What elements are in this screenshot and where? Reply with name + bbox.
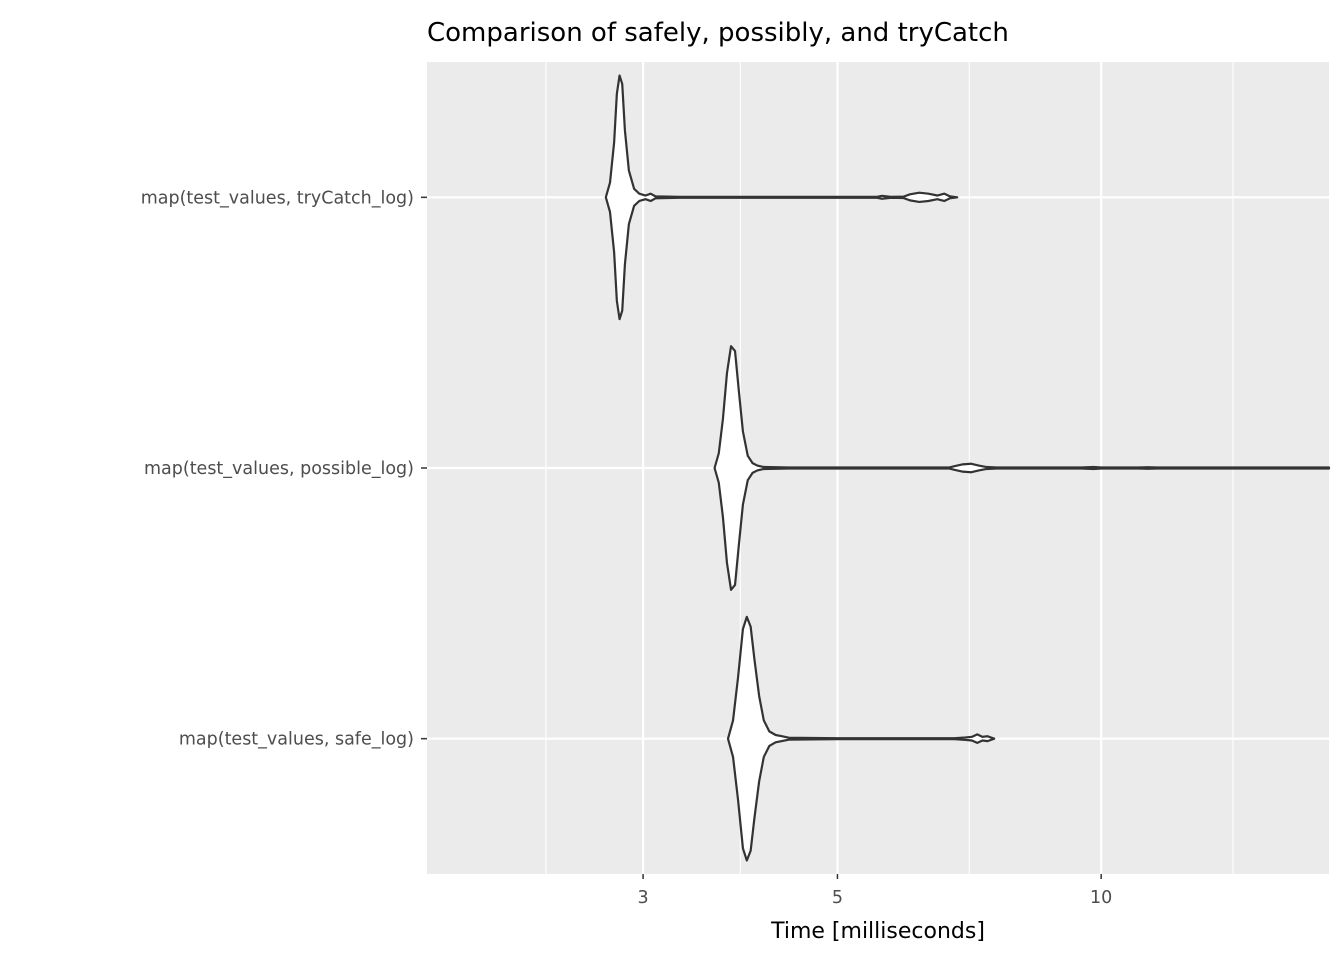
x-tick-label: 10 [1090,888,1112,908]
chart-title: Comparison of safely, possibly, and tryC… [427,18,1009,48]
x-axis-title: Time [milliseconds] [770,919,985,944]
violin-shape [604,74,959,321]
y-category-label: map(test_values, possible_log) [144,459,414,479]
violin-shape [726,615,996,862]
axis-layer: 3 5 10 map(test_values, tryCatch_log) map(te… [141,188,1113,908]
y-category-label: map(test_values, tryCatch_log) [141,188,414,208]
x-tick-label: 3 [638,888,649,908]
y-category-label: map(test_values, safe_log) [179,730,414,750]
violin-layer [604,74,1331,862]
x-tick-label: 5 [832,888,843,908]
violin-shape [713,345,1331,591]
